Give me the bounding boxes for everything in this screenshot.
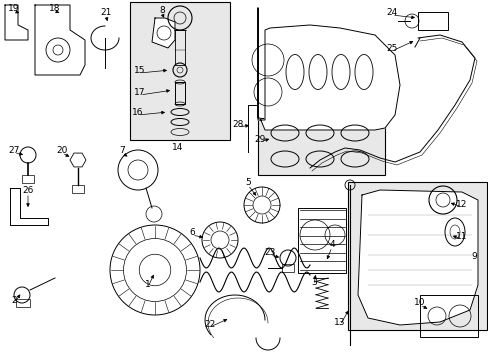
Polygon shape	[35, 5, 85, 75]
Text: 8: 8	[159, 6, 164, 15]
Text: 1: 1	[145, 280, 151, 289]
Bar	[16, 299, 30, 307]
Polygon shape	[357, 190, 477, 325]
Text: 19: 19	[8, 4, 20, 13]
Polygon shape	[5, 5, 28, 40]
Bar	[130, 2, 229, 140]
Bar	[258, 118, 384, 175]
Text: 29: 29	[254, 135, 265, 144]
Text: 9: 9	[470, 252, 476, 261]
Text: 11: 11	[455, 232, 467, 241]
Polygon shape	[258, 8, 399, 130]
Text: 6: 6	[189, 228, 195, 237]
Bar	[22, 175, 34, 183]
Polygon shape	[70, 153, 86, 167]
Bar	[282, 264, 293, 272]
Text: 17: 17	[134, 88, 145, 97]
Text: 5: 5	[244, 178, 250, 187]
Polygon shape	[152, 18, 175, 48]
Text: 24: 24	[386, 8, 397, 17]
Text: 27: 27	[8, 146, 20, 155]
Text: 14: 14	[172, 143, 183, 152]
Text: 21: 21	[100, 8, 111, 17]
Text: 20: 20	[56, 146, 67, 155]
Text: 2: 2	[11, 296, 17, 305]
Text: 15: 15	[134, 66, 145, 75]
Bar	[72, 185, 84, 193]
Text: 3: 3	[310, 278, 316, 287]
Bar	[175, 30, 184, 65]
Text: 13: 13	[334, 318, 345, 327]
Bar	[175, 82, 184, 104]
Text: 18: 18	[49, 4, 61, 13]
Bar	[417, 12, 447, 30]
Text: 25: 25	[386, 44, 397, 53]
Text: 16: 16	[132, 108, 143, 117]
Text: 26: 26	[22, 186, 34, 195]
Bar	[347, 182, 486, 330]
Polygon shape	[10, 188, 48, 225]
Text: 4: 4	[328, 240, 334, 249]
Text: 7: 7	[119, 146, 124, 155]
Bar	[297, 208, 346, 273]
Text: 28: 28	[232, 120, 243, 129]
Text: 10: 10	[413, 298, 425, 307]
Text: 12: 12	[455, 200, 467, 209]
Bar	[419, 295, 477, 337]
Text: 22: 22	[204, 320, 215, 329]
Text: 23: 23	[264, 248, 275, 257]
